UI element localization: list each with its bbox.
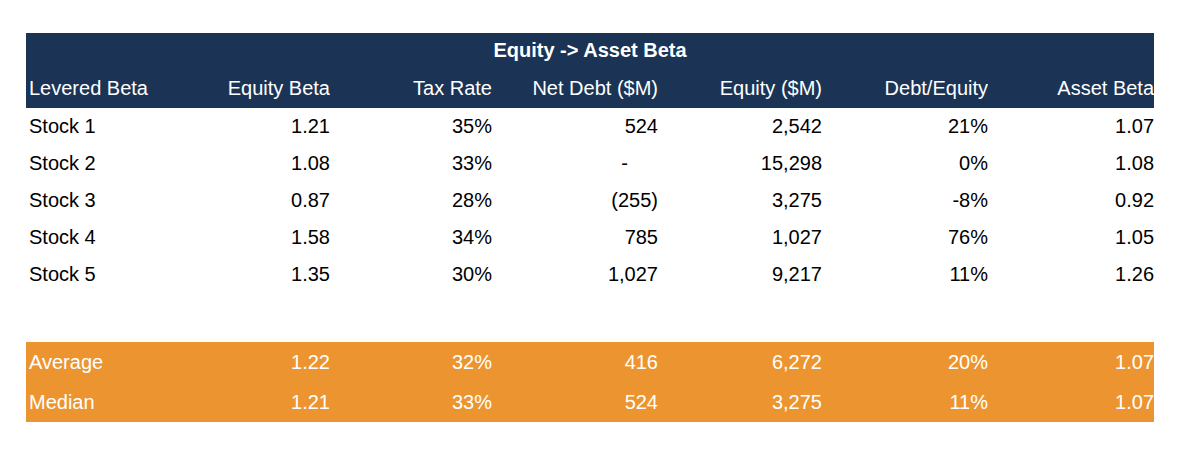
row-label: Average [26,342,170,382]
col-header-asset-beta: Asset Beta [988,68,1154,108]
cell-debt-equity: 0% [822,145,988,182]
cell-tax-rate: 28% [330,182,492,219]
cell-debt-equity: 76% [822,219,988,256]
cell-asset-beta: 1.26 [988,256,1154,293]
cell-net-debt: 785 [492,219,658,256]
cell-asset-beta: 1.05 [988,219,1154,256]
col-header-debt-equity: Debt/Equity [822,68,988,108]
column-header-row: Levered Beta Equity Beta Tax Rate Net De… [26,68,1154,108]
row-label: Stock 3 [26,182,170,219]
cell-equity-beta: 1.35 [170,256,330,293]
table-title: Equity -> Asset Beta [26,33,1154,68]
cell-net-debt: 416 [492,342,658,382]
row-label: Stock 2 [26,145,170,182]
table-row-stock-1: Stock 1 1.21 35% 524 2,542 21% 1.07 [26,108,1154,145]
cell-equity-beta: 1.08 [170,145,330,182]
row-label: Stock 1 [26,108,170,145]
cell-debt-equity: 20% [822,342,988,382]
cell-net-debt: 1,027 [492,256,658,293]
table-row-stock-2: Stock 2 1.08 33% - 15,298 0% 1.08 [26,145,1154,182]
cell-equity-beta: 1.21 [170,108,330,145]
cell-equity: 2,542 [658,108,822,145]
cell-asset-beta: 1.07 [988,382,1154,422]
cell-net-debt: 524 [492,108,658,145]
cell-equity-beta: 1.22 [170,342,330,382]
cell-asset-beta: 0.92 [988,182,1154,219]
col-header-equity-beta: Equity Beta [170,68,330,108]
cell-equity: 1,027 [658,219,822,256]
col-header-equity: Equity ($M) [658,68,822,108]
spreadsheet-canvas: Equity -> Asset Beta Levered Beta Equity… [0,0,1178,455]
cell-debt-equity: 11% [822,256,988,293]
row-label: Median [26,382,170,422]
table-title-row: Equity -> Asset Beta [26,33,1154,68]
row-label: Stock 4 [26,219,170,256]
table-row-median: Median 1.21 33% 524 3,275 11% 1.07 [26,382,1154,422]
cell-equity-beta: 1.58 [170,219,330,256]
cell-equity: 3,275 [658,182,822,219]
cell-net-debt: 524 [492,382,658,422]
cell-tax-rate: 34% [330,219,492,256]
cell-tax-rate: 33% [330,145,492,182]
cell-equity: 15,298 [658,145,822,182]
cell-debt-equity: -8% [822,182,988,219]
equity-asset-beta-table: Equity -> Asset Beta Levered Beta Equity… [26,33,1154,422]
cell-tax-rate: 32% [330,342,492,382]
table-row-stock-3: Stock 3 0.87 28% (255) 3,275 -8% 0.92 [26,182,1154,219]
cell-equity: 9,217 [658,256,822,293]
cell-equity-beta: 0.87 [170,182,330,219]
cell-equity-beta: 1.21 [170,382,330,422]
col-header-tax-rate: Tax Rate [330,68,492,108]
cell-net-debt: - [492,145,658,182]
cell-asset-beta: 1.07 [988,108,1154,145]
table-row-average: Average 1.22 32% 416 6,272 20% 1.07 [26,342,1154,382]
table-row-stock-5: Stock 5 1.35 30% 1,027 9,217 11% 1.26 [26,256,1154,293]
col-header-net-debt: Net Debt ($M) [492,68,658,108]
spacer-row [26,293,1154,342]
cell-equity: 6,272 [658,342,822,382]
table-row-stock-4: Stock 4 1.58 34% 785 1,027 76% 1.05 [26,219,1154,256]
cell-asset-beta: 1.07 [988,342,1154,382]
cell-net-debt: (255) [492,182,658,219]
cell-asset-beta: 1.08 [988,145,1154,182]
cell-debt-equity: 11% [822,382,988,422]
cell-debt-equity: 21% [822,108,988,145]
cell-tax-rate: 33% [330,382,492,422]
cell-tax-rate: 35% [330,108,492,145]
row-label: Stock 5 [26,256,170,293]
col-header-levered-beta: Levered Beta [26,68,170,108]
cell-equity: 3,275 [658,382,822,422]
cell-tax-rate: 30% [330,256,492,293]
